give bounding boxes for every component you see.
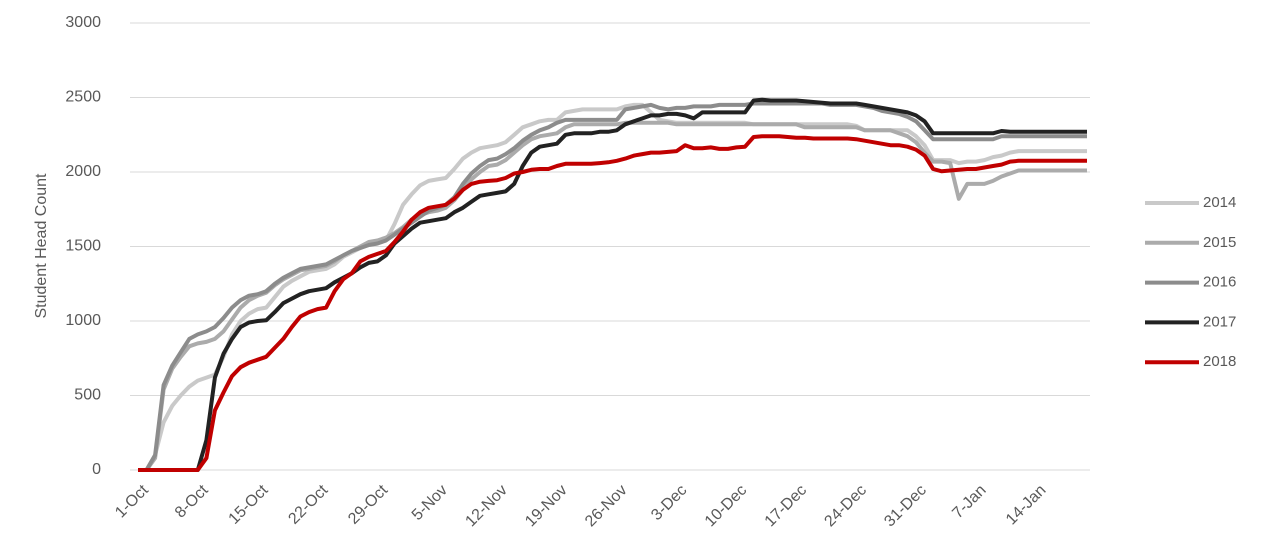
x-tick-label: 3-Dec — [648, 482, 690, 524]
y-tick-label: 1500 — [65, 238, 101, 255]
x-tick-label: 31-Dec — [881, 482, 930, 531]
grid — [130, 22, 1090, 471]
x-tick-label: 22-Oct — [285, 481, 331, 527]
y-tick-label: 0 — [92, 461, 101, 478]
legend-label: 2016 — [1203, 274, 1236, 291]
x-tick-label: 10-Dec — [702, 482, 751, 531]
legend-label: 2015 — [1203, 234, 1236, 251]
x-tick-label: 8-Oct — [172, 481, 212, 521]
series-line — [138, 101, 1087, 472]
x-tick-label: 24-Dec — [821, 482, 870, 531]
x-tick-label: 17-Dec — [762, 482, 811, 531]
x-tick-label: 15-Oct — [226, 481, 272, 527]
x-tick-label: 29-Oct — [345, 481, 391, 527]
x-tick-label: 7-Jan — [949, 482, 989, 522]
y-tick-label: 3000 — [65, 14, 101, 31]
x-tick-label: 19-Nov — [522, 482, 571, 531]
x-tick-label: 1-Oct — [112, 481, 152, 521]
x-tick-label: 12-Nov — [462, 482, 511, 531]
plot-area — [138, 97, 1087, 472]
y-tick-label: 2500 — [65, 89, 101, 106]
legend-label: 2017 — [1203, 313, 1236, 330]
series-line — [138, 120, 1087, 472]
y-tick-label: 2000 — [65, 163, 101, 180]
y-tick-label: 1000 — [65, 312, 101, 329]
series-line — [138, 102, 1087, 472]
series-line — [138, 97, 1087, 472]
legend-label: 2014 — [1203, 194, 1236, 211]
y-tick-label: 500 — [74, 387, 101, 404]
x-tick-label: 26-Nov — [582, 482, 631, 531]
legend-label: 2018 — [1203, 353, 1236, 370]
x-tick-label: 14-Jan — [1003, 482, 1050, 529]
series-line — [138, 134, 1087, 472]
y-axis-title: Student Head Count — [33, 173, 50, 319]
x-tick-label: 5-Nov — [409, 482, 451, 524]
